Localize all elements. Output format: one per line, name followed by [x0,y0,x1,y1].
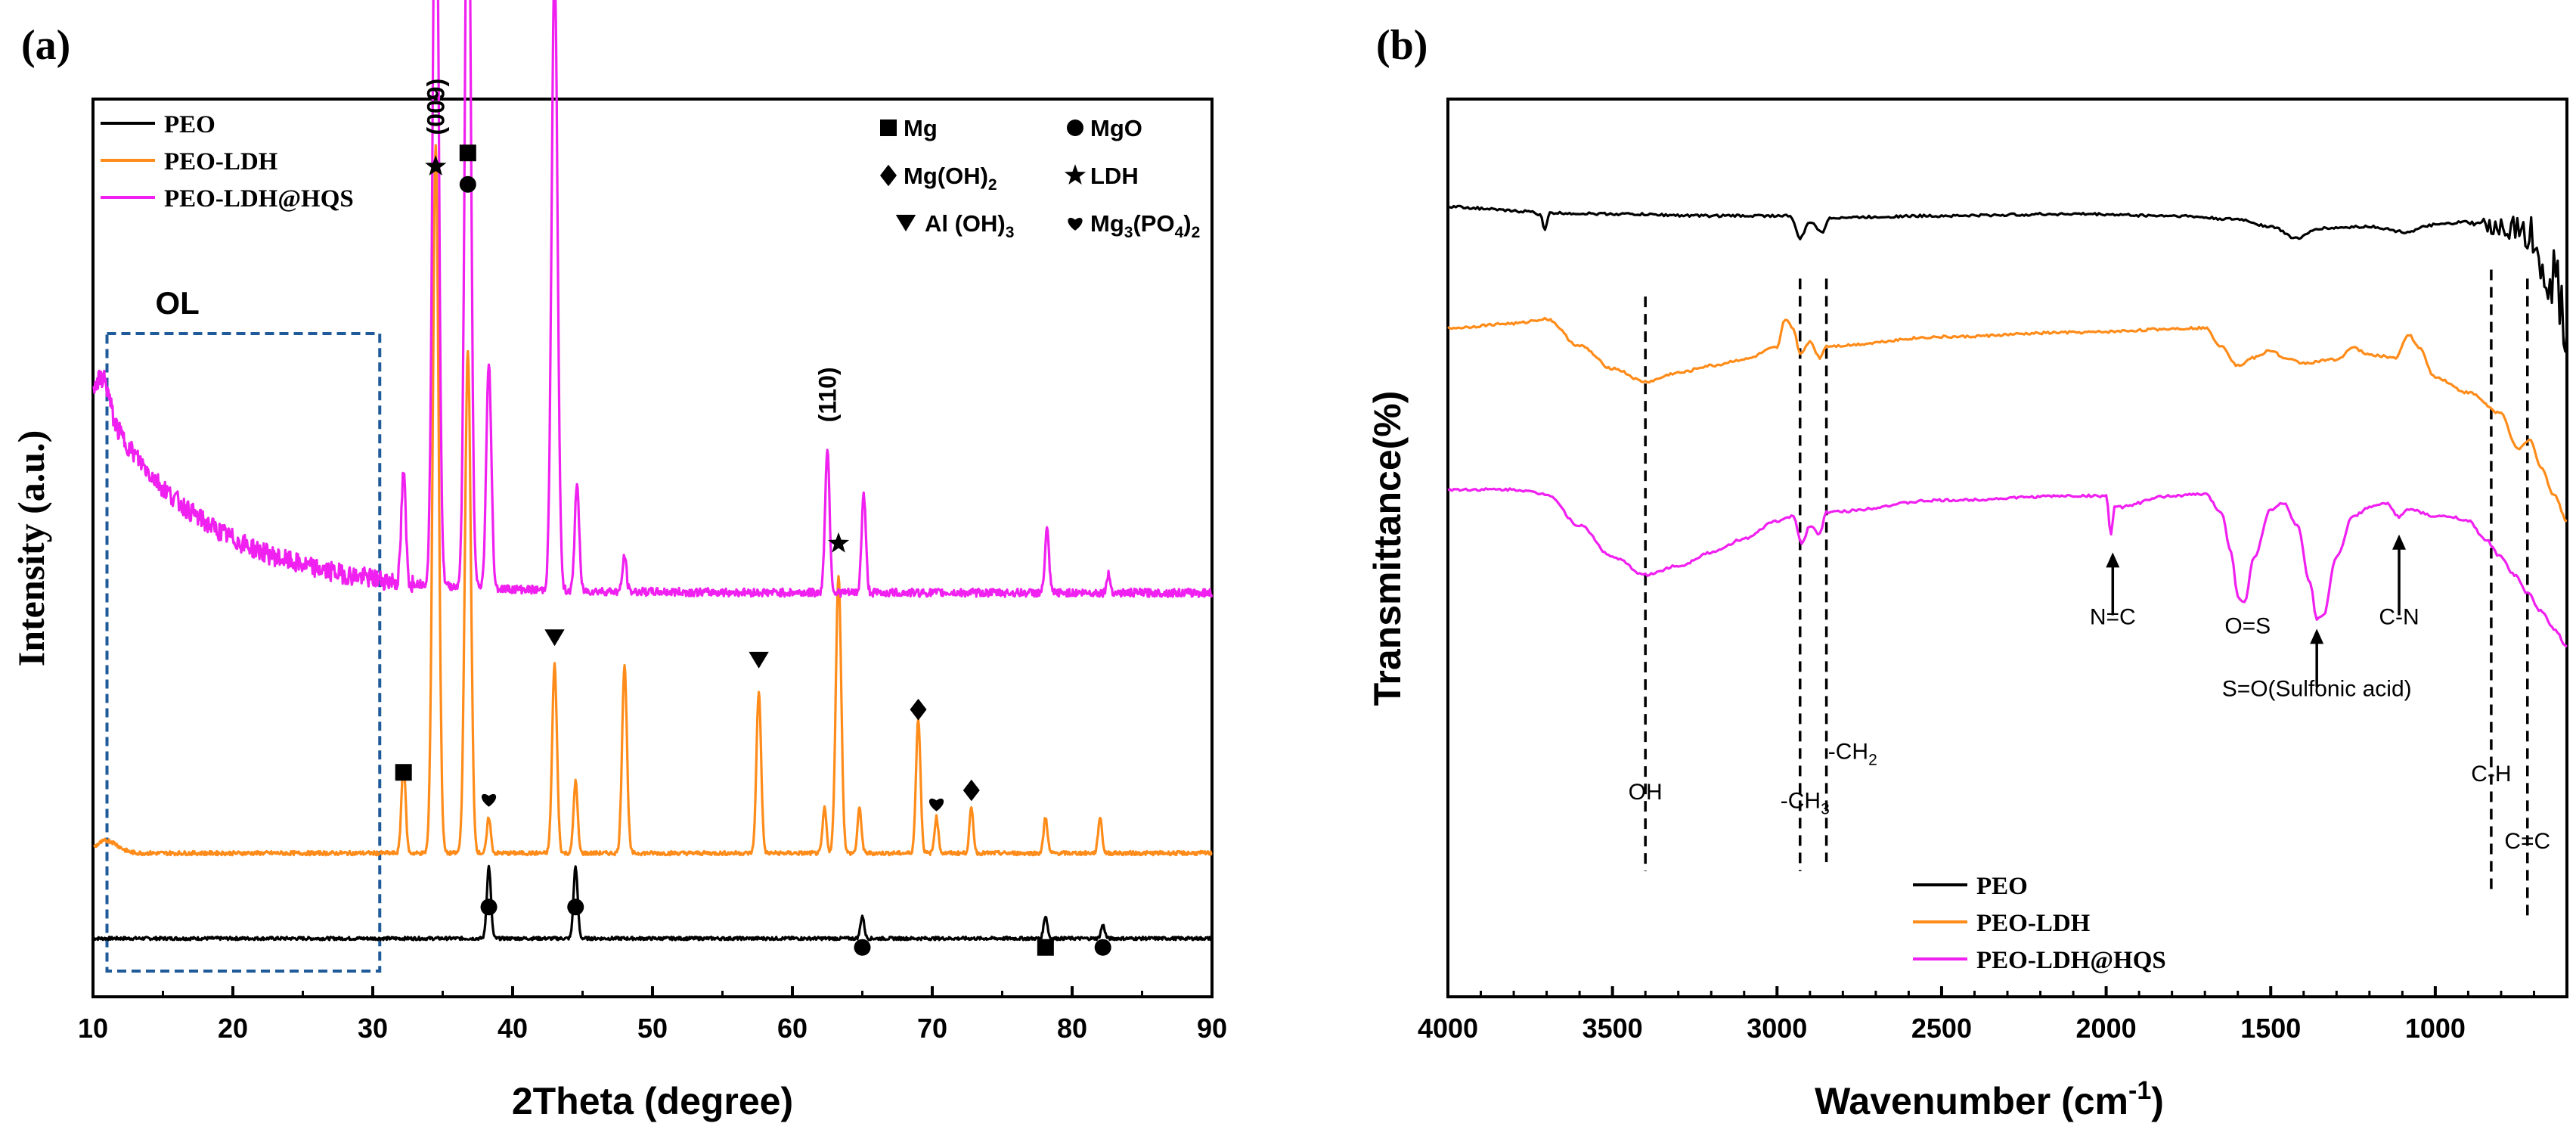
x-tick-label-2000: 2000 [2076,1013,2137,1044]
heart-icon [928,798,944,812]
square-icon [1037,939,1054,956]
legend-b-label-peo-ldh: PEO-LDH [1976,910,2091,937]
panel-a-x-axis: 10 20 30 40 50 60 70 80 90 [78,986,1227,1044]
legend-b-label-peo: PEO [1976,873,2028,900]
x-tick-label-70: 70 [917,1013,947,1044]
panel-a-legend: PEO PEO-LDH PEO-LDH@HQS [101,111,354,213]
ol-region-label: OL [156,285,200,321]
panel-b-annotations: OH -CH3 -CH2 N=C O=S S=O(Sulfonic acid) … [1629,534,2550,854]
annotation-110: (110) [814,367,841,422]
circle-icon [567,898,584,916]
x-tick-label-4000: 4000 [1418,1013,1478,1044]
panel-a-x-axis-title: 2Theta (degree) [512,1080,793,1122]
diamond-icon [910,698,927,721]
ol-region: OL [105,285,382,973]
x-tick-label-80: 80 [1057,1013,1087,1044]
phase-legend-label-mgo: MgO [1090,115,1142,141]
triangle-down-icon [749,651,769,669]
series-peo [1447,204,2568,353]
star-icon [425,155,447,176]
square-icon [880,119,897,136]
ol-region-box [105,332,382,973]
panel-b-series [1447,204,2568,648]
panel-b-y-axis-title: Transmittance(%) [1366,391,1409,706]
square-icon [459,144,476,162]
triangle-down-icon [544,629,565,647]
panel-b-reference-lines [1644,269,2529,917]
panel-a-xrd-chart: 10 20 30 40 50 60 70 80 90 OL (009) (110) PEO PE… [10,0,1227,1122]
circle-icon [459,175,476,193]
annotation-ch3: -CH3 [1781,789,1830,818]
circle-icon [480,898,498,916]
x-tick-label-50: 50 [637,1013,668,1044]
series-peo [93,864,1214,942]
x-tick-label-3000: 3000 [1747,1013,1807,1044]
x-tick-label-1000: 1000 [2405,1013,2466,1044]
annotation-009: (009) [422,79,449,135]
circle-icon [854,939,871,956]
phase-legend-label-aloh3: Al (OH)3 [925,210,1014,241]
x-tick-label-3500: 3500 [1582,1013,1643,1044]
x-tick-label-1500: 1500 [2240,1013,2301,1044]
annotation-arrow-head [2310,628,2324,644]
annotation-ch2: -CH2 [1828,739,1877,768]
phase-legend-diamond-icon [880,164,897,187]
phase-legend-circle-icon [1067,119,1083,136]
series-peo-ldh-hqs [1447,487,2568,648]
star-icon [1064,164,1087,185]
annotation-arrow-head [2106,552,2120,568]
legend-label-peo-ldh-hqs: PEO-LDH@HQS [164,185,354,213]
legend-b-label-peo-ldh-hqs: PEO-LDH@HQS [1976,947,2166,974]
series-peo-ldh-hqs [92,0,1214,598]
series-peo-ldh [93,144,1213,857]
panel-a-phase-markers [395,144,1111,956]
panel-b-x-axis: 4000 3500 3000 2500 2000 1500 1000 [1418,986,2535,1044]
phase-legend-square-icon [880,119,897,136]
legend-label-peo: PEO [164,111,215,138]
x-tick-label-2500: 2500 [1911,1013,1972,1044]
phase-legend-label-ldh: LDH [1090,163,1139,189]
annotation-ch: C-H [2471,762,2511,787]
panel-a-y-axis-title: Intensity (a.u.) [10,430,52,667]
triangle-down-icon [895,215,916,231]
phase-legend-label-mg: Mg [904,115,938,141]
panel-b-ftir-chart: 4000 3500 3000 2500 2000 1500 1000 OH -CH3 -CH… [1366,98,2568,1122]
panel-a-label: (a) [21,22,70,69]
x-tick-label-20: 20 [218,1013,248,1044]
phase-legend-label-mgoh2: Mg(OH)2 [904,163,997,194]
x-tick-label-60: 60 [777,1013,808,1044]
diamond-icon [880,164,897,187]
square-icon [395,764,412,781]
heart-icon [1068,218,1083,231]
circle-icon [1067,119,1083,136]
x-tick-label-40: 40 [498,1013,528,1044]
annotation-arrows [2106,534,2406,687]
x-tick-label-30: 30 [358,1013,388,1044]
series-peo-ldh [1447,316,2568,523]
phase-legend-star-icon [1064,164,1087,185]
phase-legend-label-mg3po42: Mg3(PO4)2 [1090,210,1200,241]
star-icon [827,532,850,553]
legend-label-peo-ldh: PEO-LDH [164,148,278,175]
x-tick-label-90: 90 [1197,1013,1227,1044]
panel-b-x-axis-title: Wavenumber (cm-1) [1815,1076,2164,1122]
annotation-os: O=S [2224,613,2271,638]
circle-icon [1094,939,1111,956]
panel-a-annotations: (009) (110) [422,79,841,423]
panel-b-label: (b) [1376,22,1427,69]
panel-b-legend: PEO PEO-LDH PEO-LDH@HQS [1913,873,2166,974]
phase-legend: Mg MgO Mg(OH)2 LDH Al (OH)3 Mg3(PO4)2 [880,115,1200,241]
annotation-oh: OH [1629,780,1663,805]
annotation-arrow-head [2392,534,2406,550]
panel-a-series [92,0,1214,942]
phase-legend-triangle-icon [895,215,916,231]
diamond-icon [963,779,980,802]
annotation-cc: C=C [2504,829,2550,854]
phase-legend-heart-icon [1068,218,1083,231]
x-tick-label-10: 10 [78,1013,108,1044]
heart-icon [481,793,497,807]
